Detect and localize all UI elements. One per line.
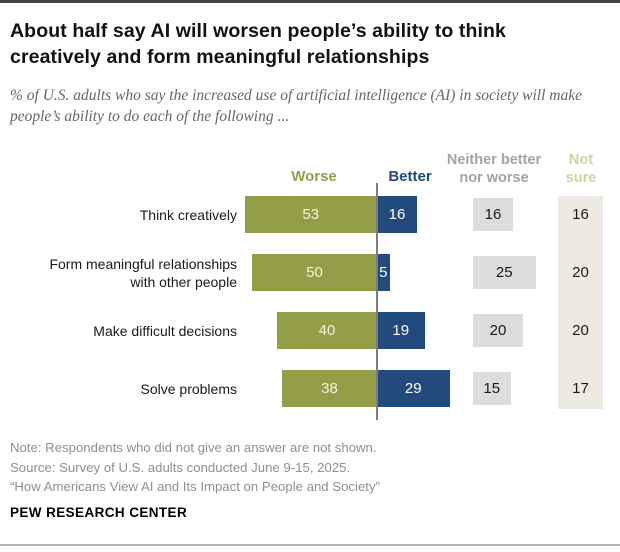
- better-bar: 29: [377, 370, 450, 407]
- category-label: Think creatively: [139, 206, 237, 223]
- category-label: Form meaningful relationships with other…: [49, 255, 237, 290]
- not-sure-value: 17: [572, 380, 589, 397]
- chart-title: About half say AI will worsen people’s a…: [10, 20, 506, 68]
- category-label: Solve problems: [140, 380, 238, 397]
- note-line: Note: Respondents who did not give an an…: [10, 440, 377, 455]
- neither-box: 16: [473, 198, 513, 231]
- legend-neither-label: Neither better nor worse: [446, 152, 542, 186]
- bottom-divider: [0, 544, 620, 546]
- neither-box: 25: [473, 256, 536, 289]
- neither-box: 20: [473, 314, 523, 347]
- legend-not-sure-label: Not sure: [565, 152, 597, 186]
- worse-bar: 38: [282, 370, 377, 407]
- report-title-line: “How Americans View AI and Its Impact on…: [10, 479, 380, 494]
- better-bar: 19: [377, 312, 425, 349]
- worse-bar: 40: [277, 312, 377, 349]
- source-line: Source: Survey of U.S. adults conducted …: [10, 459, 351, 475]
- brand-signature: PEW RESEARCH CENTER: [10, 505, 188, 520]
- top-divider: [0, 0, 620, 3]
- not-sure-value: 20: [572, 264, 589, 281]
- worse-bar: 53: [244, 196, 377, 233]
- better-bar: 5: [377, 254, 390, 291]
- not-sure-value: 20: [572, 322, 589, 339]
- neither-box: 15: [473, 372, 511, 405]
- axis-baseline: [376, 183, 378, 420]
- footnotes: Note: Respondents who did not give an an…: [10, 438, 610, 497]
- not-sure-value: 16: [572, 206, 589, 223]
- chart-subtitle: % of U.S. adults who say the increased u…: [10, 87, 582, 125]
- legend-worse-label: Worse: [291, 168, 337, 185]
- better-bar: 16: [377, 196, 417, 233]
- worse-bar: 50: [252, 254, 377, 291]
- not-sure-column-background: [558, 196, 603, 409]
- category-label: Make difficult decisions: [93, 322, 237, 339]
- legend-better-label: Better: [388, 168, 432, 185]
